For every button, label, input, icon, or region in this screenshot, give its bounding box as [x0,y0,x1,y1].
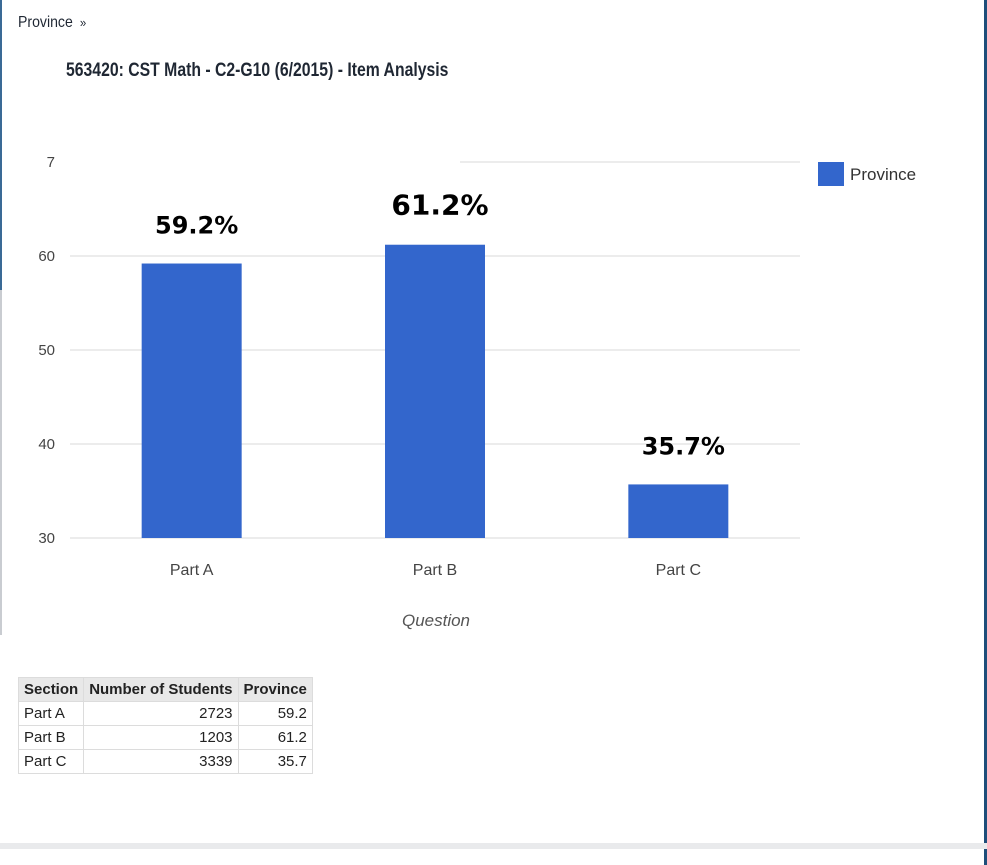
x-category-label: Part A [170,562,214,579]
table-header-cell: Section [17,677,85,702]
data-labels: 59.2% 61.2% 35.7% [155,189,725,461]
table-cell: 3339 [83,749,239,774]
table-cell: Part A [17,701,85,726]
table-row: Part C 3339 35.7 [17,749,313,774]
page-title: 563420: CST Math - C2-G10 (6/2015) - Ite… [66,60,449,81]
legend-swatch [818,162,844,186]
legend-label: Province [850,165,916,184]
table-header-row: Section Number of Students Province [17,677,313,702]
y-axis-ticks: 30 40 50 60 7 [38,154,55,547]
y-tick-label: 50 [38,342,55,359]
table-header-cell: Number of Students [83,677,239,702]
bar [628,484,729,538]
table-cell: 61.2 [237,725,313,750]
table-row: Part A 2723 59.2 [17,701,313,726]
legend: Province [818,162,916,186]
breadcrumb-item-province[interactable]: Province [18,14,73,31]
table-cell: 1203 [83,725,239,750]
chevron-right-icon: » [79,15,87,30]
table-cell: 35.7 [237,749,313,774]
bar-value-label: 59.2% [155,212,238,240]
bar-value-label: 35.7% [642,432,725,460]
right-border [984,0,987,865]
left-border-accent [0,0,2,290]
bar [141,263,242,538]
y-tick-label: 60 [38,248,55,265]
bar [385,244,485,538]
table-cell: Part B [17,725,85,750]
x-category-label: Part C [656,562,701,579]
breadcrumb[interactable]: Province » [18,14,86,32]
table-row: Part B 1203 61.2 [17,725,313,750]
table-header-cell: Province [237,677,313,702]
footer-divider [0,843,987,849]
table-cell: 59.2 [237,701,313,726]
table-cell: Part C [17,749,85,774]
x-category-label: Part B [413,562,457,579]
table-cell: 2723 [83,701,239,726]
bar-value-label: 61.2% [391,189,488,222]
x-axis-title: Question [402,611,470,630]
x-axis-categories: Part A Part B Part C [170,562,701,579]
y-tick-label: 7 [47,154,55,171]
left-border [0,290,2,635]
data-table: Section Number of Students Province Part A… [17,677,313,774]
y-tick-label: 40 [38,436,55,453]
table-body: Part A 2723 59.2 Part B 1203 61.2 Part C 3339 35… [17,701,313,774]
bars [141,244,729,538]
y-tick-label: 30 [38,530,55,547]
